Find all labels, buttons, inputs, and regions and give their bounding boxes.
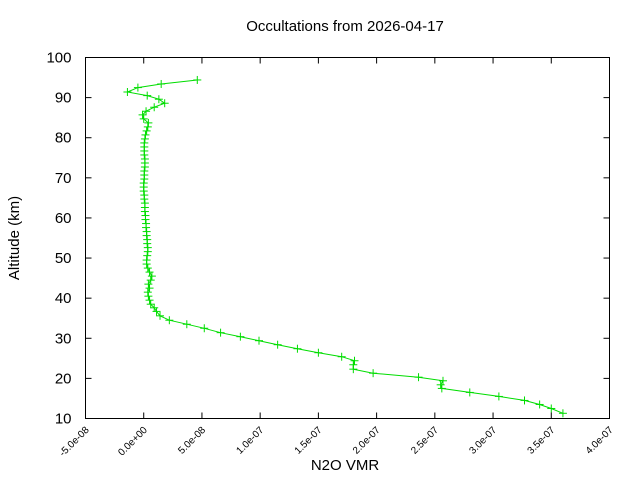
y-tick-label: 70 [55,170,72,187]
data-point [144,292,153,301]
x-tick-label: 3.5e-07 [526,425,558,457]
data-point [182,320,191,329]
series-line [125,79,564,414]
data-point [143,235,152,244]
y-tick-label: 60 [55,210,72,227]
data-point [255,336,264,345]
data-point [143,264,152,273]
data-point [146,276,155,285]
y-tick-label: 80 [55,130,72,147]
x-tick-label: 4.0e-07 [584,425,616,457]
data-point [465,388,474,397]
data-point [437,384,446,393]
x-axis: -5.0e-08 0.0e+00 5.0e-08 1.0e-07 1.5e-07 2.0e… [58,57,616,459]
data-point [558,409,567,418]
data-point [139,179,148,188]
data-point [133,83,142,92]
data-point [150,103,159,112]
data-point [145,268,154,277]
data-point [520,396,529,405]
data-point [143,243,152,252]
x-tick-label: 1.0e-07 [235,425,267,457]
x-tick-label: 0.0e+00 [116,425,150,459]
data-point [140,138,149,147]
x-tick-label: 1.5e-07 [293,425,325,457]
data-point [293,344,302,353]
data-point [142,227,151,236]
data-point [142,126,151,135]
data-point [160,99,169,108]
data-point [139,114,148,123]
data-point [145,284,154,293]
data-point [216,328,225,337]
data-point [140,191,149,200]
data-point [141,130,150,139]
plot-frame [85,57,610,419]
x-tick-label: 3.0e-07 [467,425,499,457]
y-tick-label: 100 [46,50,71,67]
data-point [140,134,149,143]
x-tick-label: 2.5e-07 [409,425,441,457]
chart-title: Occultations from 2026-04-17 [246,18,444,35]
y-axis-label: Altitude (km) [6,196,23,280]
y-axis: 10 20 30 40 50 60 70 80 90 100 [46,50,610,428]
series-markers [123,75,567,418]
x-axis-label: N2O VMR [311,457,380,474]
x-tick-label: 2.0e-07 [351,425,383,457]
x-tick-label: 5.0e-08 [176,425,208,457]
data-point [414,373,423,382]
data-point [140,154,149,163]
data-point [200,324,209,333]
data-point [142,256,151,265]
data-point [157,79,166,88]
data-point [314,348,323,357]
data-point [494,392,503,401]
x-tick-label: -5.0e-08 [58,425,92,459]
data-point [349,360,358,369]
data-point [350,356,359,365]
data-point [141,211,150,220]
data-point [236,332,245,341]
data-point [138,110,147,119]
y-tick-label: 40 [55,290,72,307]
data-point [369,369,378,378]
data-point [436,380,445,389]
y-tick-label: 50 [55,250,72,267]
data-point [154,95,163,104]
data-point [123,87,132,96]
y-tick-label: 90 [55,90,72,107]
data-point [142,219,151,228]
data-point [193,75,202,84]
data-point [143,91,152,100]
data-point [147,272,156,281]
y-tick-label: 10 [55,411,72,428]
data-point [535,400,544,409]
data-point [140,199,149,208]
y-tick-label: 20 [55,370,72,387]
data-point [337,352,346,361]
data-point [547,404,556,413]
data-point [144,280,153,289]
data-point [143,251,152,260]
data-point [156,311,165,320]
data-point [438,376,447,385]
data-point [144,118,153,127]
data-point [143,122,152,131]
data-point [140,167,149,176]
data-point [146,300,155,309]
data-point [142,107,151,116]
data-point [150,303,159,312]
data-point [165,316,174,325]
data-point [273,340,282,349]
y-tick-label: 30 [55,330,72,347]
data-point [145,296,154,305]
data-point [143,288,152,297]
